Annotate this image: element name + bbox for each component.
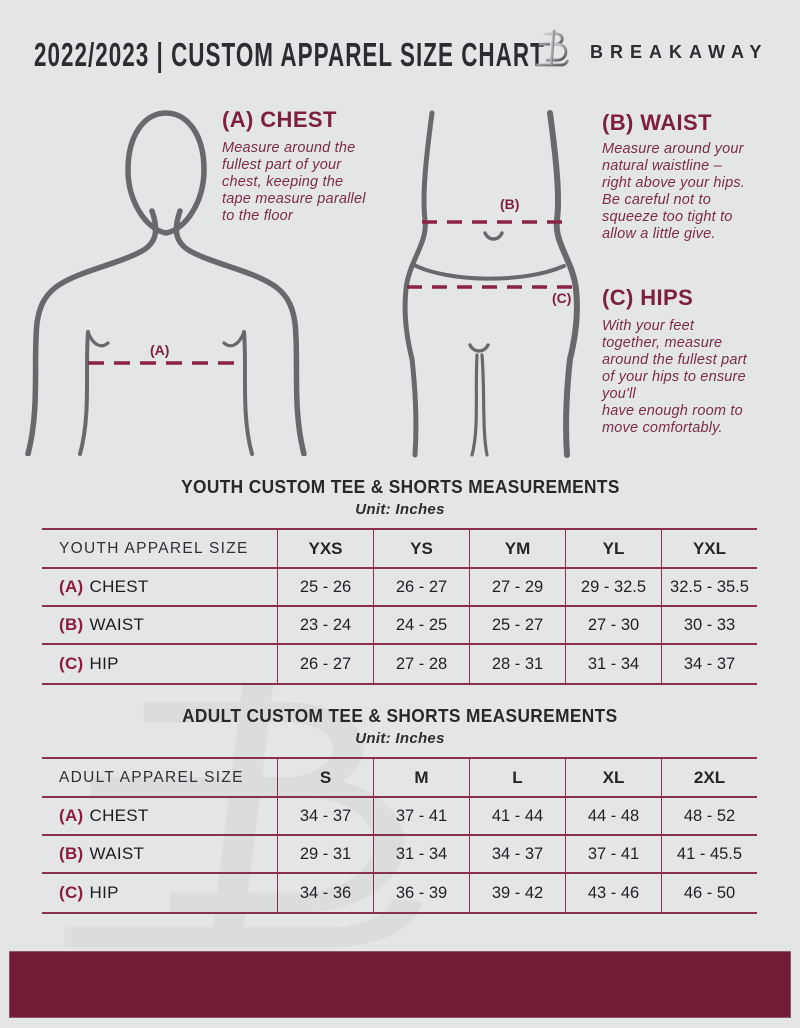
measurement-cell: 29 - 32.5	[565, 569, 661, 605]
column-header-l: L	[469, 759, 565, 796]
measurement-cell: 27 - 30	[565, 607, 661, 643]
measurement-cell: 48 - 52	[661, 798, 757, 834]
hips-description: With your feet together, measure around …	[602, 318, 747, 436]
measurement-cell: 27 - 28	[373, 645, 469, 683]
adult-header-row: ADULT APPAREL SIZE S M L XL 2XL	[42, 759, 757, 798]
measurement-cell: 34 - 37	[469, 836, 565, 872]
chest-heading: (A) CHEST	[222, 107, 337, 132]
adult-size-table: ADULT APPAREL SIZE S M L XL 2XL (A) CHEST…	[42, 757, 757, 914]
adult-waist-row: (B) WAIST 29 - 31 31 - 34 34 - 37 37 - 41…	[42, 836, 757, 874]
row-label-waist: (B) WAIST	[59, 615, 145, 634]
row-label-chest: (A) CHEST	[59, 806, 149, 825]
chest-description: Measure around the fullest part of your …	[222, 140, 366, 224]
column-header-ym: YM	[469, 530, 565, 567]
upper-body-figure	[25, 110, 307, 456]
column-header-s: S	[277, 759, 373, 796]
measurement-cell: 24 - 25	[373, 607, 469, 643]
measurement-cell: 37 - 41	[565, 836, 661, 872]
row-label-hip: (C) HIP	[59, 883, 119, 902]
page-title: 2022/2023 | CUSTOM APPAREL SIZE CHART	[34, 36, 545, 73]
adult-size-label: ADULT APPAREL SIZE	[59, 768, 244, 786]
measurement-cell: 34 - 37	[277, 798, 373, 834]
youth-size-table: YOUTH APPAREL SIZE YXS YS YM YL YXL (A) C…	[42, 528, 757, 685]
hips-heading: (C) HIPS	[602, 285, 694, 310]
row-label-hip: (C) HIP	[59, 654, 119, 673]
column-header-yxl: YXL	[661, 530, 757, 567]
brand-name: BREAKAWAY	[590, 41, 769, 62]
lower-body-figure	[402, 110, 581, 458]
measurement-cell: 26 - 27	[373, 569, 469, 605]
measurement-cell: 25 - 26	[277, 569, 373, 605]
adult-table-title: ADULT CUSTOM TEE & SHORTS MEASUREMENTS	[182, 706, 618, 726]
measurement-cell: 25 - 27	[469, 607, 565, 643]
breakaway-watermark-icon	[64, 682, 423, 948]
youth-header-row: YOUTH APPAREL SIZE YXS YS YM YL YXL	[42, 530, 757, 569]
brand-block: BREAKAWAY	[534, 24, 768, 74]
measurement-cell: 41 - 45.5	[661, 836, 757, 872]
measurement-cell: 39 - 42	[469, 874, 565, 912]
measurement-cell: 27 - 29	[469, 569, 565, 605]
hips-marker-label: (C)	[552, 290, 572, 306]
adult-hip-row: (C) HIP 34 - 36 36 - 39 39 - 42 43 - 46 4…	[42, 874, 757, 912]
youth-table-title: YOUTH CUSTOM TEE & SHORTS MEASUREMENTS	[180, 477, 620, 497]
waist-marker-label: (B)	[500, 196, 520, 212]
column-header-m: M	[373, 759, 469, 796]
measurement-cell: 28 - 31	[469, 645, 565, 683]
measurement-cell: 31 - 34	[373, 836, 469, 872]
measurement-cell: 30 - 33	[661, 607, 757, 643]
column-header-yl: YL	[565, 530, 661, 567]
footer-bar	[9, 951, 791, 1018]
row-label-chest: (A) CHEST	[59, 577, 149, 596]
youth-waist-row: (B) WAIST 23 - 24 24 - 25 25 - 27 27 - 30…	[42, 607, 757, 645]
adult-chest-row: (A) CHEST 34 - 37 37 - 41 41 - 44 44 - 48…	[42, 798, 757, 836]
measurement-cell: 44 - 48	[565, 798, 661, 834]
measurement-cell: 29 - 31	[277, 836, 373, 872]
breakaway-logo-icon	[536, 29, 569, 67]
measurement-cell: 34 - 36	[277, 874, 373, 912]
waist-heading: (B) WAIST	[602, 110, 712, 135]
youth-chest-row: (A) CHEST 25 - 26 26 - 27 27 - 29 29 - 32…	[42, 569, 757, 607]
measurement-cell: 43 - 46	[565, 874, 661, 912]
measurement-cell: 41 - 44	[469, 798, 565, 834]
measurement-cell: 46 - 50	[661, 874, 757, 912]
adult-table-unit: Unit: Inches	[355, 730, 445, 747]
measurement-cell: 31 - 34	[565, 645, 661, 683]
measurement-cell: 36 - 39	[373, 874, 469, 912]
youth-size-label: YOUTH APPAREL SIZE	[59, 539, 249, 557]
measurement-cell: 37 - 41	[373, 798, 469, 834]
column-header-ys: YS	[373, 530, 469, 567]
column-header-2xl: 2XL	[661, 759, 757, 796]
youth-table-unit: Unit: Inches	[355, 501, 445, 518]
waist-description: Measure around your natural waistline – …	[602, 141, 746, 242]
column-header-yxs: YXS	[277, 530, 373, 567]
measurement-cell: 23 - 24	[277, 607, 373, 643]
row-label-waist: (B) WAIST	[59, 844, 145, 863]
measurement-cell: 26 - 27	[277, 645, 373, 683]
measurement-cell: 32.5 - 35.5	[661, 569, 757, 605]
chest-marker-label: (A)	[150, 342, 170, 358]
youth-hip-row: (C) HIP 26 - 27 27 - 28 28 - 31 31 - 34 3…	[42, 645, 757, 683]
column-header-xl: XL	[565, 759, 661, 796]
measurement-cell: 34 - 37	[661, 645, 757, 683]
